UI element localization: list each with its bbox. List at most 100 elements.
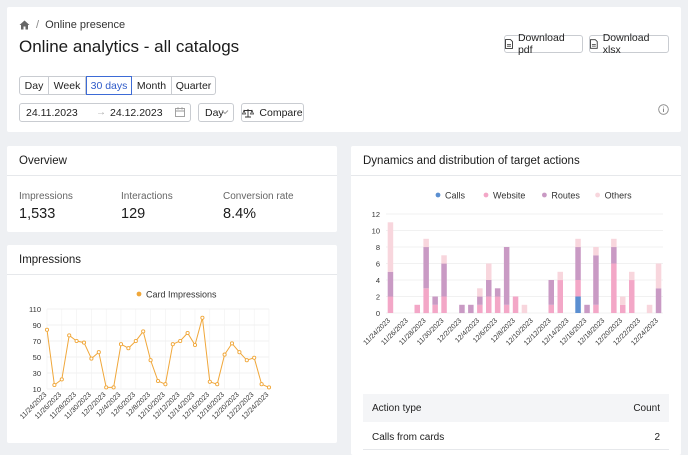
compare-button[interactable]: Compare	[241, 103, 304, 122]
data-point	[81, 340, 87, 345]
bar-routes	[423, 247, 429, 289]
y-tick-label: 4	[376, 276, 380, 285]
period-month[interactable]: Month	[132, 76, 172, 95]
y-tick-label: 70	[33, 337, 41, 346]
data-point	[229, 341, 235, 346]
data-point	[266, 385, 272, 390]
metric-interactions: Interactions 129	[121, 191, 173, 222]
bar-routes	[593, 255, 599, 305]
bar-website	[423, 288, 429, 314]
legend-marker-calls	[435, 192, 441, 198]
file-icon	[590, 39, 598, 49]
data-point	[215, 382, 220, 387]
bar-routes	[459, 304, 465, 314]
legend-marker-card-impressions	[136, 291, 142, 297]
legend-label-others: Others	[605, 191, 633, 201]
y-tick-label: 0	[376, 309, 380, 318]
legend-label-calls: Calls	[445, 191, 466, 201]
bar-routes	[432, 296, 438, 305]
data-point	[89, 356, 94, 361]
data-point	[67, 333, 72, 338]
data-point	[244, 358, 249, 363]
actions-table-header: Action type Count	[363, 394, 669, 422]
date-range-picker[interactable]: 24.11.2023 → 24.12.2023	[19, 103, 191, 122]
data-point	[237, 350, 242, 355]
bar-website	[548, 304, 554, 314]
breadcrumb-separator: /	[36, 19, 40, 31]
bar-routes	[477, 296, 483, 305]
period-selector: Day Week 30 days Month Quarter	[19, 76, 216, 95]
row-count: 2	[654, 432, 660, 443]
data-point	[126, 346, 131, 351]
file-icon	[505, 39, 513, 49]
data-point	[178, 338, 183, 344]
divider	[351, 175, 681, 176]
period-30-days[interactable]: 30 days	[86, 76, 132, 95]
compare-label: Compare	[259, 106, 303, 119]
period-week[interactable]: Week	[49, 76, 86, 95]
impressions-card: Impressions Card Impressions 10 30 50 70 90 11…	[7, 245, 337, 443]
granularity-select[interactable]: Day	[198, 103, 234, 122]
bar-routes	[548, 280, 554, 305]
legend-marker-others	[595, 192, 600, 198]
divider	[7, 274, 337, 275]
data-point	[104, 385, 109, 390]
data-point	[192, 342, 198, 348]
bar-website	[477, 304, 483, 314]
header-card: / Online presence Online analytics - all…	[7, 7, 681, 132]
bar-routes	[387, 271, 394, 297]
data-point	[222, 352, 227, 357]
y-tick-label: 10	[372, 227, 380, 236]
bar-website	[620, 304, 626, 314]
period-day[interactable]: Day	[19, 76, 49, 95]
download-pdf-button[interactable]: Download pdf	[504, 32, 583, 56]
bar-others	[423, 238, 429, 248]
actions-stacked-bar-chart: Calls Website Routes Others02468101211/24/2…	[363, 191, 663, 347]
page-title: Online analytics - all catalogs	[19, 37, 240, 56]
date-to[interactable]: 24.12.2023	[110, 106, 163, 119]
bar-others	[593, 247, 599, 256]
info-icon[interactable]	[658, 104, 669, 115]
bar-others	[486, 263, 492, 280]
breadcrumb: / Online presence	[19, 19, 125, 31]
data-point	[141, 329, 146, 334]
download-xlsx-button[interactable]: Download xlsx	[589, 32, 669, 56]
bar-others	[629, 271, 635, 281]
header-action-type: Action type	[372, 402, 422, 414]
bar-others	[611, 238, 617, 248]
legend-label-website: Website	[493, 191, 525, 201]
metric-value: 129	[121, 206, 146, 222]
date-from[interactable]: 24.11.2023	[26, 106, 78, 119]
calendar-icon[interactable]	[175, 107, 185, 117]
bar-others	[655, 263, 662, 289]
bar-others	[575, 238, 581, 248]
data-point	[59, 377, 64, 382]
bar-routes	[655, 288, 662, 314]
bar-website	[503, 304, 510, 314]
bar-website	[629, 280, 635, 313]
home-icon[interactable]	[19, 20, 30, 30]
chevron-down-icon	[221, 110, 229, 115]
y-tick-label: 90	[33, 321, 41, 330]
bar-routes	[468, 304, 474, 314]
bar-others	[620, 296, 626, 305]
bar-others	[477, 288, 483, 297]
bar-website	[414, 304, 420, 314]
table-row: Calls from cards 2	[363, 426, 669, 450]
data-point	[170, 342, 175, 347]
divider	[7, 175, 337, 176]
dynamics-card: Dynamics and distribution of target acti…	[351, 146, 681, 455]
arrow-right-icon: →	[96, 107, 106, 118]
y-tick-label: 8	[376, 243, 380, 252]
legend-marker-website	[483, 192, 489, 198]
period-quarter[interactable]: Quarter	[172, 76, 216, 95]
granularity-value: Day	[205, 106, 224, 119]
bar-others	[387, 222, 394, 272]
bar-others	[521, 304, 528, 314]
data-point	[111, 385, 116, 390]
bar-routes	[575, 247, 581, 280]
y-tick-label: 30	[33, 369, 41, 378]
data-point	[200, 315, 205, 320]
download-xlsx-label: Download xlsx	[602, 32, 650, 56]
dynamics-title: Dynamics and distribution of target acti…	[363, 155, 580, 167]
